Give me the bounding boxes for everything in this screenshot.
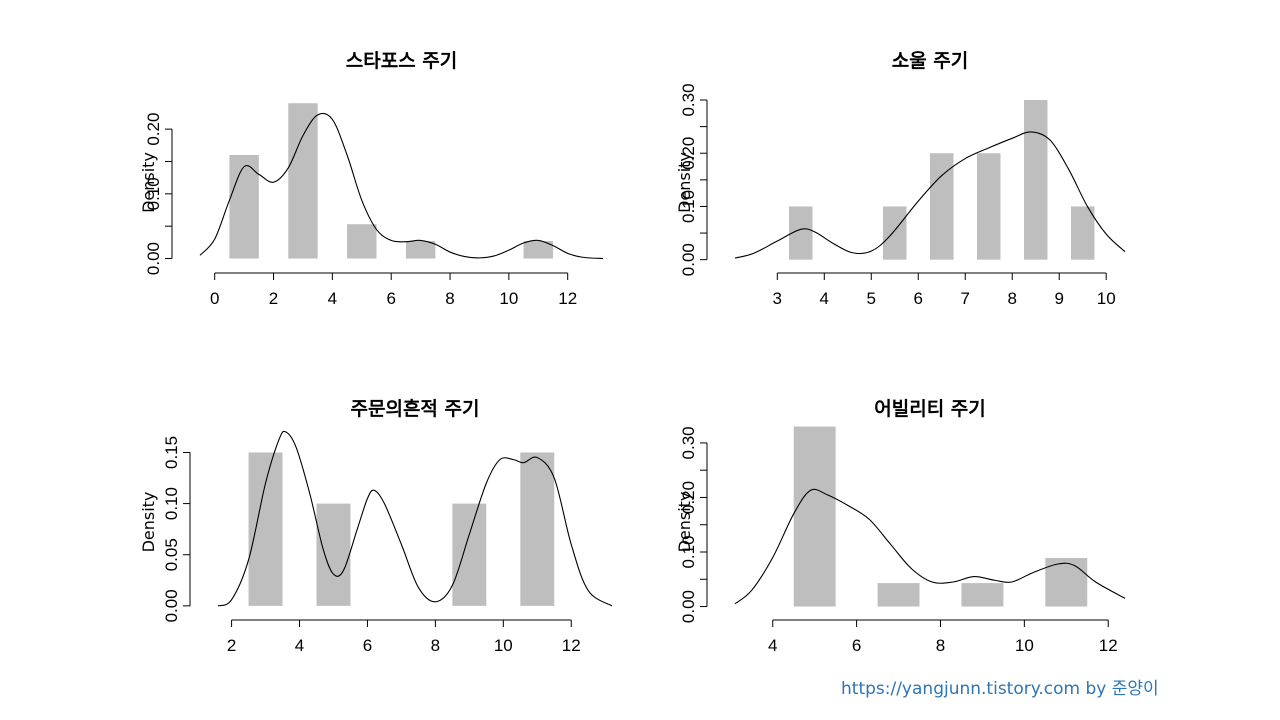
y-tick-label: 0.10: [679, 190, 698, 223]
y-tick-label: 0.10: [162, 487, 181, 520]
x-tick-label: 10: [1097, 289, 1116, 308]
x-tick-label: 5: [867, 289, 876, 308]
x-tick-label: 0: [210, 289, 219, 308]
y-tick-label: 0.05: [162, 538, 181, 571]
density-curve: [734, 131, 1126, 259]
x-tick-label: 6: [386, 289, 395, 308]
x-tick-label: 3: [773, 289, 782, 308]
histogram-bar: [930, 153, 954, 260]
histogram-bar: [961, 583, 1004, 607]
x-tick-label: 9: [1054, 289, 1063, 308]
x-tick-label: 8: [431, 636, 440, 655]
histogram-bar: [883, 206, 907, 260]
x-tick-label: 6: [363, 636, 372, 655]
x-tick-label: 12: [558, 289, 577, 308]
y-axis-label: Density: [139, 492, 158, 553]
x-tick-label: 12: [1099, 636, 1118, 655]
histogram-bar: [405, 241, 436, 259]
x-tick-label: 10: [1015, 636, 1034, 655]
x-tick-label: 4: [295, 636, 304, 655]
chart-title: 어빌리티 주기: [874, 398, 986, 420]
histogram-bar: [1023, 100, 1048, 260]
x-tick-label: 12: [562, 636, 581, 655]
histogram-bar: [976, 153, 1001, 260]
chart-title: 주문의흔적 주기: [351, 397, 480, 420]
y-tick-label: 0.30: [679, 426, 698, 459]
histogram-bar: [1045, 558, 1088, 607]
histogram-bar: [288, 103, 318, 259]
x-tick-label: 2: [269, 289, 278, 308]
x-tick-label: 6: [914, 289, 923, 308]
histogram-bar: [523, 241, 553, 259]
y-tick-label: 0.30: [679, 83, 698, 116]
y-tick-label: 0.00: [162, 589, 181, 622]
x-tick-label: 6: [852, 636, 861, 655]
y-tick-label: 0.20: [679, 481, 698, 514]
y-tick-label: 0.00: [144, 242, 163, 275]
histogram-bar: [229, 155, 259, 259]
x-tick-label: 10: [494, 636, 513, 655]
histogram-bar: [793, 426, 836, 607]
x-tick-label: 7: [961, 289, 970, 308]
chart-title: 소울 주기: [892, 50, 969, 72]
panel-ability-cycle: 어빌리티 주기 Density 0.00 0.10 0.20 0.30 4 6 8 10 12: [675, 398, 1126, 655]
y-tick-label: 0.00: [679, 243, 698, 276]
histogram-bar: [248, 452, 283, 606]
density-curve: [199, 112, 604, 260]
x-tick-label: 4: [328, 289, 337, 308]
y-tick-label: 0.10: [679, 535, 698, 568]
x-tick-label: 10: [499, 289, 518, 308]
y-axis-label: Density: [139, 152, 158, 213]
panel-starforce-cycle: 스타포스 주기 Density 0.00 0.10 0.20 0 2 4 6 8 10 12: [139, 50, 604, 308]
y-axis-label: Density: [675, 152, 694, 213]
y-tick-label: 0.20: [679, 137, 698, 170]
chart-title: 스타포스 주기: [346, 50, 458, 72]
histogram-bar: [1070, 206, 1095, 260]
watermark-text: https://yangjunn.tistory.com by 준양이: [841, 679, 1159, 699]
y-tick-label: 0.10: [144, 177, 163, 210]
histogram-bar: [452, 503, 487, 606]
y-tick-label: 0.15: [162, 436, 181, 469]
x-tick-label: 4: [820, 289, 829, 308]
x-tick-label: 8: [1007, 289, 1016, 308]
x-tick-label: 2: [227, 636, 236, 655]
histogram-bar: [316, 503, 351, 606]
histogram-bar: [877, 583, 920, 607]
x-tick-label: 8: [936, 636, 945, 655]
panel-spell-trace-cycle: 주문의흔적 주기 Density 0.00 0.05 0.10 0.15 2 4 6 8 10 12: [139, 397, 613, 655]
histogram-bar: [347, 224, 377, 259]
density-curve: [217, 430, 613, 607]
y-tick-label: 0.20: [144, 113, 163, 146]
density-curve: [734, 488, 1126, 605]
panel-soul-cycle: 소울 주기 Density 0.00 0.10 0.20 0.30 3 4 5 6 7 8 9 10: [675, 50, 1126, 308]
histogram-bar: [789, 206, 813, 260]
x-tick-label: 4: [768, 636, 777, 655]
x-tick-label: 8: [445, 289, 454, 308]
histogram-bar: [520, 452, 555, 606]
y-axis-label: Density: [675, 492, 694, 553]
y-tick-label: 0.00: [679, 590, 698, 623]
